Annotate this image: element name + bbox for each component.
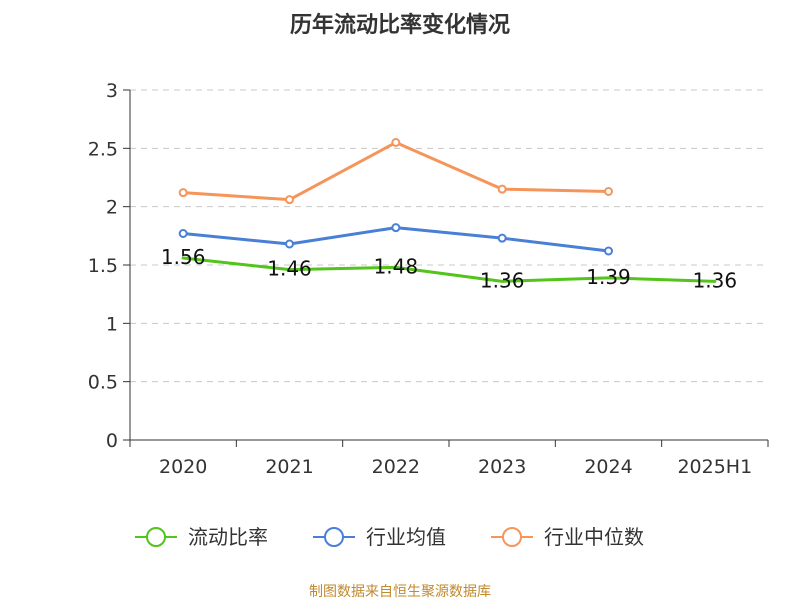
data-labels: 1.56 1.46 1.48 1.36 1.39 1.36: [161, 245, 737, 292]
data-label: 1.39: [586, 265, 631, 289]
y-tick-labels: 0 0.5 1 1.5 2 2.5 3: [88, 80, 118, 452]
y-tick-label: 0: [106, 430, 118, 452]
data-point: [285, 195, 294, 205]
x-tick-label: 2025H1: [677, 456, 752, 478]
legend-marker: [146, 527, 166, 547]
data-point: [497, 233, 507, 243]
data-point: [604, 246, 613, 256]
series-2: [178, 223, 613, 256]
legend-label: 行业中位数: [544, 525, 644, 549]
legend: 流动比率 行业均值 行业中位数: [135, 525, 644, 549]
legend-item[interactable]: 行业中位数: [491, 525, 644, 549]
grid-lines: [130, 89, 768, 383]
legend-item[interactable]: 流动比率: [135, 525, 268, 549]
y-tick-label: 0.5: [88, 372, 118, 394]
data-point: [604, 187, 613, 196]
axes: [123, 89, 769, 447]
series-line: [181, 256, 717, 283]
y-tick-label: 3: [106, 80, 118, 102]
data-label: 1.56: [161, 245, 206, 269]
x-tick-label: 2024: [584, 456, 632, 478]
legend-item[interactable]: 行业均值: [313, 525, 446, 549]
series-3: [178, 138, 613, 205]
legend-label: 行业均值: [366, 525, 446, 549]
data-point: [178, 188, 188, 198]
legend-label: 流动比率: [188, 525, 268, 549]
data-point: [178, 229, 188, 238]
x-tick-label: 2021: [265, 456, 313, 478]
y-tick-label: 1.5: [88, 255, 118, 277]
y-tick-label: 1: [106, 313, 118, 335]
data-point: [391, 223, 401, 233]
data-point: [497, 184, 507, 194]
y-tick-label: 2: [106, 197, 118, 219]
data-label: 1.46: [267, 257, 312, 281]
data-point: [285, 239, 294, 249]
x-tick-label: 2022: [372, 456, 420, 478]
data-point: [391, 138, 401, 147]
data-label: 1.36: [693, 268, 738, 292]
data-label: 1.48: [374, 254, 419, 278]
series-line: [181, 141, 610, 202]
series-lines: [178, 138, 717, 283]
x-tick-labels: 2020 2021 2022 2023 2024 2025H1: [159, 456, 752, 478]
source-note: 制图数据来自恒生聚源数据库: [309, 584, 491, 600]
x-tick-label: 2023: [478, 456, 526, 478]
chart-title: 历年流动比率变化情况: [290, 12, 510, 38]
legend-marker: [502, 527, 522, 547]
series-1: [181, 256, 717, 283]
y-tick-label: 2.5: [88, 138, 118, 160]
x-tick-label: 2020: [159, 456, 207, 478]
data-label: 1.36: [480, 268, 525, 292]
legend-marker: [324, 527, 344, 547]
